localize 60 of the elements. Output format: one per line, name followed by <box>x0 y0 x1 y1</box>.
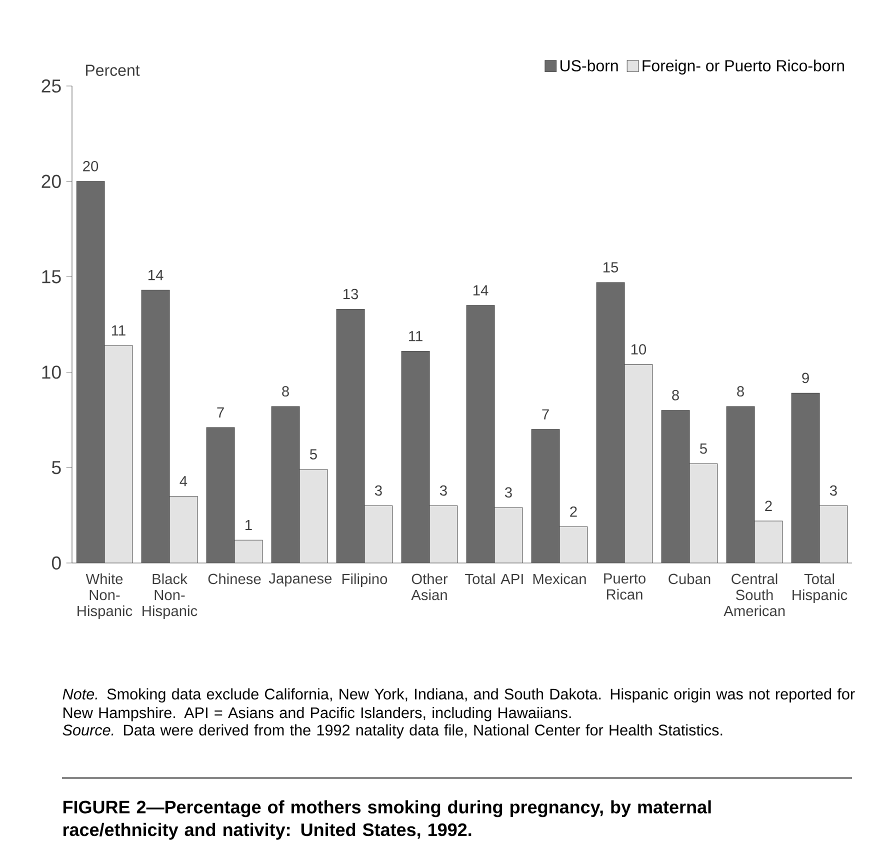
text: FIGURE 2—Percentage of mothers smoking during pregnancy, by maternal race/ethnicity and nativity: United States, 1992. <box>63 800 711 840</box>
data-label: 2 <box>570 506 577 517</box>
data-label: 8 <box>672 390 679 400</box>
data-label: 7 <box>542 409 549 420</box>
data-label: 20 <box>83 160 98 172</box>
x-tick-label: Japanese <box>268 573 332 587</box>
data-label: 3 <box>504 487 512 498</box>
x-tick-label: Other Asian <box>411 573 448 600</box>
y-tick-label: 0 <box>52 556 61 570</box>
bar <box>560 526 588 563</box>
x-tick-label: White Non-Hispanic <box>78 573 132 620</box>
legend-label: US-born <box>560 60 618 72</box>
data-label: 14 <box>473 285 488 296</box>
bar <box>430 506 458 563</box>
data-label: 13 <box>343 288 358 300</box>
x-tick-label: Filipino <box>342 573 388 588</box>
x-tick-label: Central South American <box>724 573 785 616</box>
y-tick-label: 15 <box>42 270 61 284</box>
text: Source. Data were derived from the 1992 natality data file, National Center for Health Statistics. <box>62 724 722 739</box>
bar <box>170 496 198 563</box>
legend-label: Foreign- or Puerto Rico-born <box>642 60 844 75</box>
x-tick-label: Total Hispanic <box>792 573 848 604</box>
bar <box>234 540 262 563</box>
data-label: 15 <box>603 262 618 272</box>
y-tick-label: 20 <box>42 174 61 188</box>
data-label: 11 <box>409 331 422 342</box>
x-tick-label: Total API <box>465 573 523 584</box>
data-label: 5 <box>310 449 317 460</box>
text: Note. Smoking data exclude California, New York, Indiana, and South Dakota. Hispanic origin was not reported for New Hampshire. API = Asians and Pacific Islanders, including Hawaiians. <box>62 688 855 722</box>
data-label: 11 <box>112 325 126 336</box>
data-label: 5 <box>700 444 707 454</box>
bar <box>690 464 718 563</box>
y-tick-label: 10 <box>42 366 61 379</box>
data-label: 8 <box>282 386 289 396</box>
data-label: 1 <box>246 520 252 530</box>
bar <box>300 470 328 563</box>
x-tick-label: Black Non-Hispanic <box>142 573 198 620</box>
y-axis-title: Percent <box>86 64 140 76</box>
x-tick-label: Cuban <box>668 573 710 584</box>
y-tick-label: 25 <box>42 79 61 93</box>
data-label: 3 <box>374 485 382 496</box>
bar <box>494 508 522 563</box>
data-label: 9 <box>802 372 809 384</box>
x-tick-label: Puerto Rican <box>604 573 646 600</box>
bar <box>364 506 392 563</box>
bar <box>624 364 652 563</box>
x-tick-label: Mexican <box>533 573 586 584</box>
bar <box>819 505 848 563</box>
y-tick-label: 5 <box>52 461 61 474</box>
data-label: 14 <box>148 270 164 280</box>
bar <box>754 521 782 563</box>
bar <box>104 345 132 563</box>
data-label: 10 <box>631 344 646 355</box>
data-label: 7 <box>217 407 224 418</box>
data-label: 3 <box>440 485 447 496</box>
data-label: 4 <box>180 476 188 486</box>
x-tick-label: Chinese <box>208 573 261 584</box>
data-label: 2 <box>765 500 772 511</box>
data-label: 3 <box>830 485 837 496</box>
data-label: 8 <box>737 386 744 396</box>
